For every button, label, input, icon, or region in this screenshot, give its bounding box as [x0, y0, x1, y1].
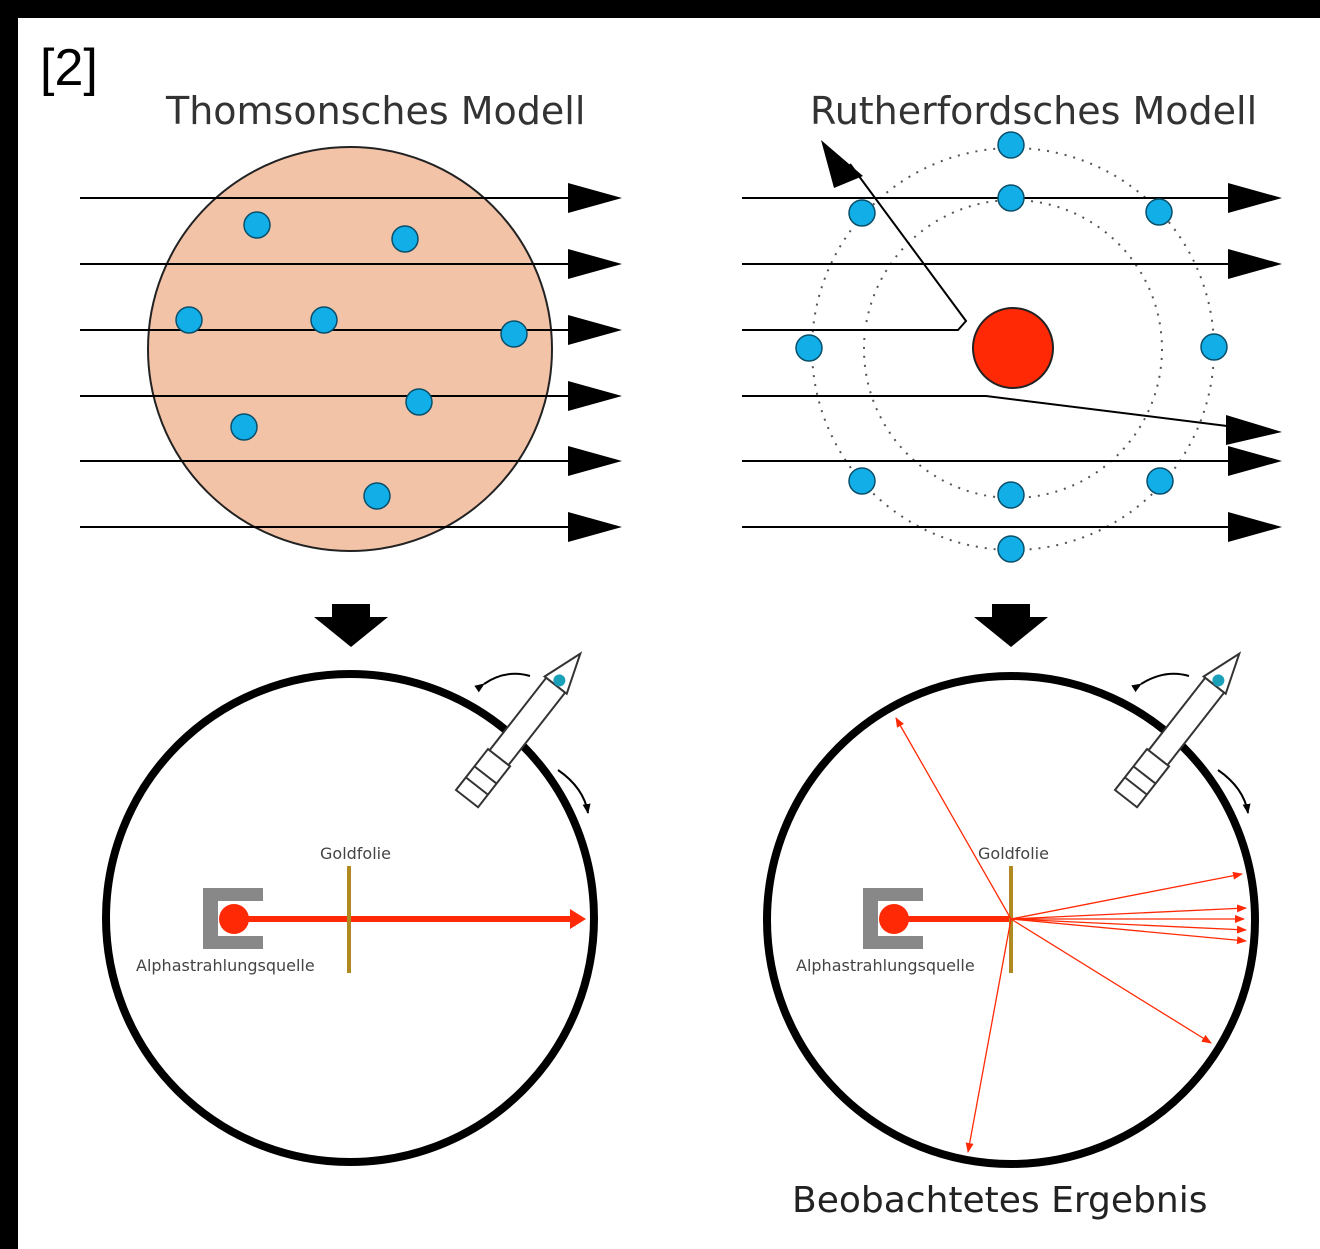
arrowhead-icon — [568, 249, 622, 279]
arrowhead-icon — [1226, 415, 1282, 445]
arrowhead-icon — [1228, 183, 1282, 213]
electron-icon — [311, 307, 337, 333]
thomson-sphere — [148, 147, 552, 551]
source-label: Alphastrahlungsquelle — [796, 956, 975, 975]
electron-icon — [998, 482, 1024, 508]
electron-icon — [364, 483, 390, 509]
foil-label: Goldfolie — [978, 844, 1049, 863]
electron-icon — [849, 200, 875, 226]
electron-icon — [231, 414, 257, 440]
electron-icon — [392, 226, 418, 252]
thomson-model — [80, 147, 622, 551]
down-arrow-icon — [314, 604, 388, 647]
microscope-icon — [1115, 645, 1250, 807]
rotation-arrow-icon — [484, 674, 530, 684]
source-label: Alphastrahlungsquelle — [136, 956, 315, 975]
scattered-ray — [1011, 919, 1246, 930]
arrowhead-icon — [1228, 446, 1282, 476]
electron-icon — [998, 536, 1024, 562]
foil-label: Goldfolie — [320, 844, 391, 863]
atom-models-diagram: Goldfolie Alphastrahlungsquelle — [18, 18, 1320, 1249]
electron-icon — [998, 132, 1024, 158]
arrowhead-icon — [568, 512, 622, 542]
electron-icon — [1146, 199, 1172, 225]
electron-icon — [1201, 334, 1227, 360]
scattered-ray — [968, 919, 1011, 1152]
rutherford-experiment: Goldfolie Alphastrahlungsquelle — [767, 645, 1255, 1164]
scattered-ray — [1011, 919, 1211, 1043]
deflected-alpha-path — [742, 164, 966, 330]
rutherford-model — [742, 132, 1282, 562]
electron-icon — [244, 212, 270, 238]
electron-icon — [501, 321, 527, 347]
arrowhead-icon — [568, 315, 622, 345]
scattered-ray — [1011, 874, 1242, 919]
electron-icon — [176, 307, 202, 333]
electron-icon — [1147, 468, 1173, 494]
electron-icon — [998, 185, 1024, 211]
arrowhead-icon — [568, 183, 622, 213]
scattered-ray — [1011, 919, 1246, 941]
scattered-ray — [1011, 908, 1246, 919]
arrowhead-icon — [568, 381, 622, 411]
rotation-arrow-icon — [1141, 674, 1189, 684]
beam-arrowhead-icon — [570, 909, 586, 929]
deflected-alpha-path — [742, 396, 1243, 428]
arrowhead-icon — [821, 140, 863, 188]
arrowhead-icon — [1228, 512, 1282, 542]
diagram-canvas: [2] Thomsonsches Modell Rutherfordsches … — [18, 18, 1320, 1249]
electron-icon — [849, 468, 875, 494]
nucleus-icon — [973, 308, 1053, 388]
arrowhead-icon — [568, 446, 622, 476]
electron-icon — [796, 335, 822, 361]
thomson-experiment: Goldfolie Alphastrahlungsquelle — [106, 645, 594, 1162]
down-arrow-icon — [974, 604, 1048, 647]
microscope-icon — [456, 645, 591, 807]
arrowhead-icon — [1228, 249, 1282, 279]
electron-icon — [406, 389, 432, 415]
